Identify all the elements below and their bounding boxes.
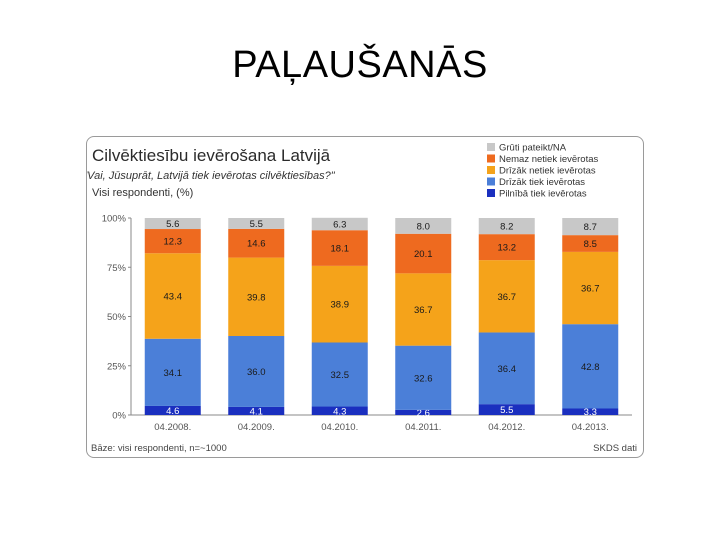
data-label: 36.4 [498, 364, 517, 375]
bar-segment [478, 218, 535, 235]
data-label: 36.0 [247, 367, 266, 378]
data-label: 8.5 [584, 239, 597, 250]
chart-frame: Cilvēktiesību ievērošana Latvijā Jautāju… [86, 136, 644, 458]
slide-title: PAĻAUŠANĀS [232, 44, 488, 86]
bar-segment [478, 234, 535, 261]
x-tick-label: 04.2012. [488, 422, 525, 433]
data-label: 38.9 [331, 300, 350, 311]
x-tick-label: 04.2009. [238, 422, 275, 433]
data-label: 13.2 [498, 243, 517, 254]
data-label: 34.1 [164, 368, 183, 379]
bar-segment [395, 409, 452, 415]
data-label: 36.7 [498, 292, 517, 303]
chart-title: Cilvēktiesību ievērošana Latvijā [92, 146, 331, 165]
bar-segment [144, 218, 201, 230]
bar-segment [144, 229, 201, 254]
data-label: 8.2 [500, 222, 513, 233]
legend-swatch [487, 177, 495, 186]
data-label: 39.8 [247, 292, 266, 303]
bars: 4.6 34.1 43.4 12.3 5.6 4.1 36.0 39.8 14.6 5.5 4.3 3… [144, 217, 619, 419]
data-label: 4.1 [250, 406, 263, 417]
bar-segment [395, 218, 452, 234]
bar-segment [562, 408, 619, 415]
x-tick-label: 04.2011. [405, 422, 441, 433]
bar-segment [311, 265, 368, 343]
bar-segment [395, 273, 452, 346]
legend-swatch [487, 166, 495, 174]
data-label: 42.8 [581, 362, 600, 373]
stacked-bar-chart: Cilvēktiesību ievērošana Latvijā Jautāju… [87, 143, 637, 455]
y-axis: 0% 25% 50% 75% 100% [102, 214, 632, 422]
data-label: 36.7 [581, 284, 600, 295]
data-label: 3.3 [584, 407, 597, 418]
bar-segment [311, 342, 368, 407]
bar-segment [562, 218, 619, 236]
data-label: 8.7 [584, 222, 597, 233]
data-label: 5.5 [250, 219, 263, 230]
data-label: 36.7 [414, 305, 433, 316]
bar-segment [144, 405, 201, 415]
y-tick-label: 0% [112, 411, 126, 422]
legend-label: Drīzāk netiek ievērotas [499, 166, 596, 177]
bar-segment [228, 228, 285, 258]
data-label: 14.6 [247, 239, 266, 250]
legend-label: Pilnībā tiek ievērotas [499, 189, 587, 200]
bar-segment [562, 251, 619, 325]
bar-segment [562, 324, 619, 409]
x-tick-label: 04.2013. [572, 422, 609, 433]
x-tick-label: 04.2010. [321, 422, 358, 433]
y-tick-label: 100% [102, 214, 127, 225]
data-label: 2.6 [417, 408, 430, 419]
bar-segment [228, 406, 285, 415]
bar-segment [478, 332, 535, 405]
data-label: 12.3 [164, 237, 183, 248]
data-label: 32.6 [414, 373, 433, 384]
bar-segment [144, 338, 201, 406]
legend-label: Grūti pateikt/NA [499, 143, 567, 154]
chart-source: SKDS dati [593, 443, 637, 454]
data-label: 20.1 [414, 249, 433, 260]
bar-segment [395, 233, 452, 274]
bar-segment [228, 336, 285, 407]
bar-segment [395, 345, 452, 410]
chart-footnote: Bāze: visi respondenti, n=~1000 [91, 443, 227, 454]
data-label: 8.0 [417, 221, 430, 232]
x-tick-label: 04.2008. [154, 422, 191, 433]
bar-segment [144, 253, 201, 339]
bar-segment [228, 218, 285, 229]
legend-label: Drīzāk tiek ievērotas [499, 177, 585, 188]
bar-segment [311, 217, 368, 231]
bar-segment [478, 404, 535, 415]
bar-segment [311, 230, 368, 266]
y-tick-label: 25% [107, 361, 127, 372]
chart-question: Jautājums: "Vai, Jūsuprāt, Latvijā tiek … [87, 170, 336, 182]
legend-swatch [487, 143, 495, 151]
y-tick-label: 50% [107, 312, 127, 323]
data-label: 5.6 [166, 219, 179, 230]
data-label: 43.4 [164, 292, 183, 303]
data-label: 18.1 [331, 244, 350, 255]
data-label: 32.5 [331, 370, 350, 381]
legend-swatch [487, 189, 495, 197]
x-axis-labels: 04.2008. 04.2009. 04.2010. 04.2011. 04.2012.… [154, 422, 608, 433]
chart-subtitle: Visi respondenti, (%) [92, 187, 193, 199]
bar-segment [311, 406, 368, 415]
bar-segment [562, 235, 619, 252]
legend-swatch [487, 154, 495, 163]
data-label: 6.3 [333, 220, 346, 231]
bar-segment [228, 257, 285, 337]
bar-segment [478, 260, 535, 333]
data-label: 4.3 [333, 406, 346, 417]
data-label: 5.5 [500, 405, 513, 416]
legend-label: Nemaz netiek ievērotas [499, 154, 599, 165]
y-tick-label: 75% [107, 263, 127, 274]
data-label: 4.6 [166, 406, 179, 417]
